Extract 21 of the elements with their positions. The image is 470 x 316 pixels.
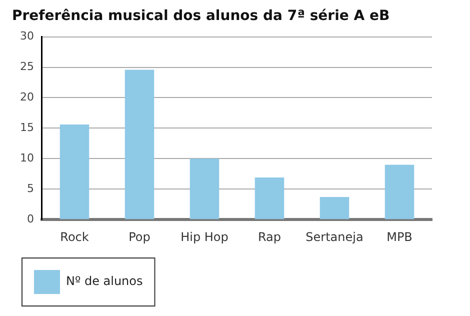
x-tick-label: Pop [128, 230, 150, 244]
bar [254, 178, 284, 220]
y-tick-label: 25 [20, 60, 34, 74]
x-tick-label: Rap [258, 230, 282, 244]
x-tick-label: MPB [386, 230, 412, 244]
x-tick-label: Hip Hop [180, 230, 228, 244]
bar [384, 164, 414, 220]
bar [124, 70, 154, 220]
x-tick-label: Sertaneja [306, 230, 364, 244]
bar [320, 197, 350, 220]
bar [60, 124, 90, 220]
y-tick-label: 5 [26, 182, 34, 195]
y-tick-label: 15 [20, 121, 34, 134]
x-tick-label: Rock [60, 230, 89, 244]
chart-title: Preferência musical dos alunos da 7ª série A eB [12, 8, 390, 24]
y-tick-label: 30 [20, 30, 34, 43]
y-tick-label: 20 [20, 90, 34, 104]
bar [190, 158, 220, 220]
legend-label: Nº de alunos [66, 274, 143, 288]
y-tick-label: 0 [26, 212, 34, 226]
y-tick-label: 10 [20, 152, 34, 165]
